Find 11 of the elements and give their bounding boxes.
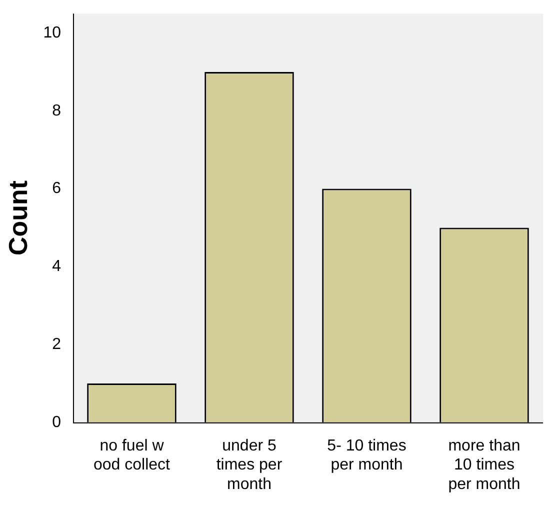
y-tick-label: 0: [52, 414, 62, 431]
y-tick-label: 10: [43, 24, 62, 42]
y-axis-title: Count: [2, 180, 33, 256]
x-tick-label: 5- 10 times per month: [327, 437, 406, 474]
x-tick-label: more than 10 times per month: [448, 437, 520, 493]
y-tick-label: 8: [52, 102, 62, 120]
y-tick-label: 2: [52, 336, 62, 353]
y-tick-label: 4: [52, 258, 62, 276]
x-tick-label: no fuel w ood collect: [93, 437, 171, 474]
x-tick-label: under 5 times per month: [216, 437, 283, 493]
y-tick-label: 6: [52, 180, 62, 198]
